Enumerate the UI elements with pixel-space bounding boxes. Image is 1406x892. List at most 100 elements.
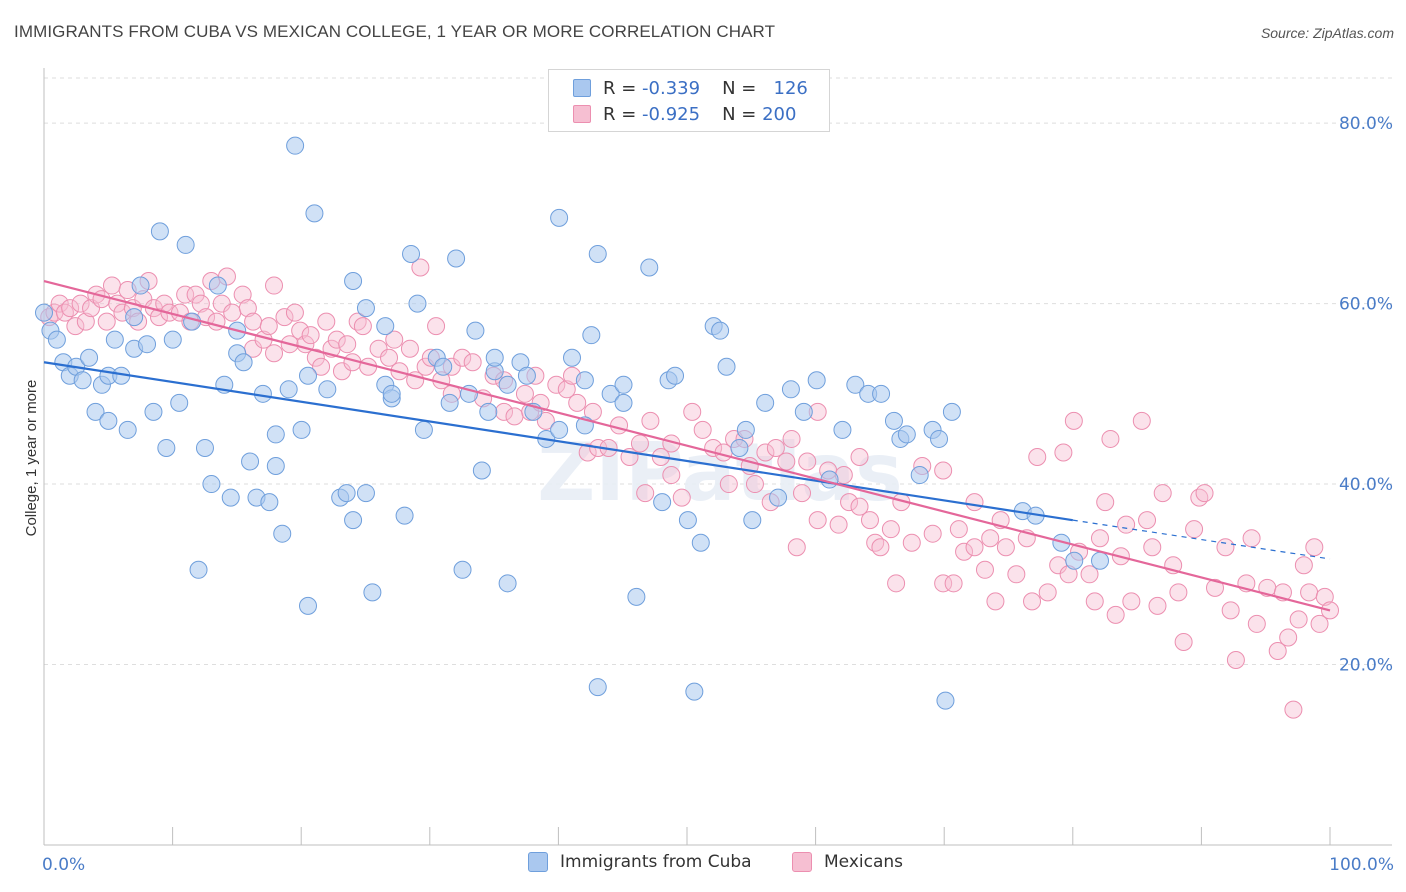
cuba-point (99, 411, 118, 430)
mexicans-point (934, 461, 953, 480)
legend-label-mexicans: Mexicans (824, 852, 904, 872)
cuba-point (717, 357, 736, 376)
cuba-point (846, 375, 865, 394)
mexicans-point (191, 294, 210, 313)
cuba-point (202, 475, 221, 494)
y-tick-label: 40.0% (1339, 475, 1393, 495)
mexicans-point (1205, 578, 1224, 597)
mexicans-point (547, 375, 566, 394)
mexicans-point (1080, 565, 1099, 584)
cuba-point (517, 366, 536, 385)
x-tick-label-min: 0.0% (42, 855, 85, 875)
mexicans-point (944, 574, 963, 593)
cuba-point (550, 420, 569, 439)
cuba-point (266, 425, 285, 444)
cuba-point (299, 596, 317, 615)
legend-r-label: R = (603, 103, 637, 125)
mexicans-point (1064, 411, 1083, 430)
cuba-point (138, 335, 157, 354)
mexicans-point (782, 429, 801, 448)
mexicans-point (312, 357, 331, 376)
mexicans-point (291, 321, 310, 340)
cuba-point (150, 222, 169, 241)
mexicans-point (1090, 529, 1109, 548)
mexicans-point (1247, 614, 1266, 633)
mexicans-point (102, 276, 121, 295)
cuba-point (1065, 551, 1084, 570)
cuba-point (884, 411, 903, 430)
cuba-point (942, 402, 961, 421)
cuba-point (170, 393, 189, 412)
mexicans-point (719, 475, 738, 494)
cuba-point (176, 235, 195, 254)
mexicans-point (975, 560, 994, 579)
mexicans-point (672, 488, 691, 507)
mexicans-point (1153, 484, 1172, 503)
legend-item-cuba[interactable]: Immigrants from Cuba (528, 852, 752, 872)
mexicans-point (777, 452, 796, 471)
legend-r-value-cuba: -0.339 (642, 77, 701, 99)
cuba-point (344, 272, 363, 291)
cuba-point (305, 204, 324, 223)
cuba-point (466, 321, 485, 340)
series-legend: Immigrants from Cuba Mexicans (0, 852, 1406, 878)
watermark: ZIPatlas (537, 426, 903, 519)
mexicans-point (630, 434, 649, 453)
cuba-point (730, 438, 749, 457)
mexicans-point (860, 511, 879, 530)
mexicans-point (265, 344, 284, 363)
cuba-trend-extension (1072, 519, 1331, 560)
cuba-point (936, 691, 955, 710)
cuba-point (614, 393, 633, 412)
mexicans-point (965, 538, 984, 557)
correlation-legend: R = -0.339 N = 126 R = -0.925 N = 200 (548, 69, 830, 132)
cuba-point (601, 384, 620, 403)
cuba-point (453, 560, 472, 579)
cuba-points (35, 136, 1109, 710)
mexicans-point (766, 438, 785, 457)
cuba-point (183, 312, 202, 331)
cuba-point (344, 511, 363, 530)
mexicans-point (400, 339, 419, 358)
cuba-point (910, 466, 929, 485)
cuba-point (356, 484, 375, 503)
cuba-point (195, 438, 214, 457)
cuba-point (35, 303, 53, 322)
y-axis-label: College, 1 year or more (23, 380, 40, 537)
cuba-point (627, 587, 646, 606)
mexicans-point (1279, 628, 1298, 647)
cuba-point (241, 452, 260, 471)
cuba-point (189, 560, 208, 579)
cuba-point (479, 402, 498, 421)
cuba-point (588, 244, 607, 263)
cuba-point (408, 294, 427, 313)
legend-item-mexicans[interactable]: Mexicans (792, 852, 903, 872)
cuba-point (691, 533, 710, 552)
mexicans-point (233, 285, 252, 304)
mexicans-point (1106, 605, 1125, 624)
mexicans-point (1117, 515, 1136, 534)
cuba-point (86, 402, 105, 421)
mexicans-point (955, 542, 974, 561)
legend-swatch-mexicans (573, 105, 591, 123)
cuba-point (447, 249, 466, 268)
cuba-point (498, 574, 517, 593)
legend-row-mexicans: R = -0.925 N = 200 (573, 102, 796, 126)
mexicans-point (150, 308, 169, 327)
mexicans-point (1300, 583, 1319, 602)
legend-row-cuba: R = -0.339 N = 126 (573, 76, 808, 100)
mexicans-point (1174, 632, 1193, 651)
cuba-point (208, 276, 227, 295)
mexicans-point (808, 511, 827, 530)
mexicans-point (1268, 641, 1287, 660)
cuba-point (273, 524, 292, 543)
mexicans-point (798, 452, 817, 471)
cuba-point (163, 330, 182, 349)
mexicans-point (1216, 538, 1235, 557)
mexicans-point (850, 447, 869, 466)
cuba-point (118, 420, 137, 439)
cuba-point (234, 353, 253, 372)
legend-swatch-cuba (573, 79, 591, 97)
cuba-point (286, 136, 305, 155)
mexicans-point (996, 538, 1015, 557)
